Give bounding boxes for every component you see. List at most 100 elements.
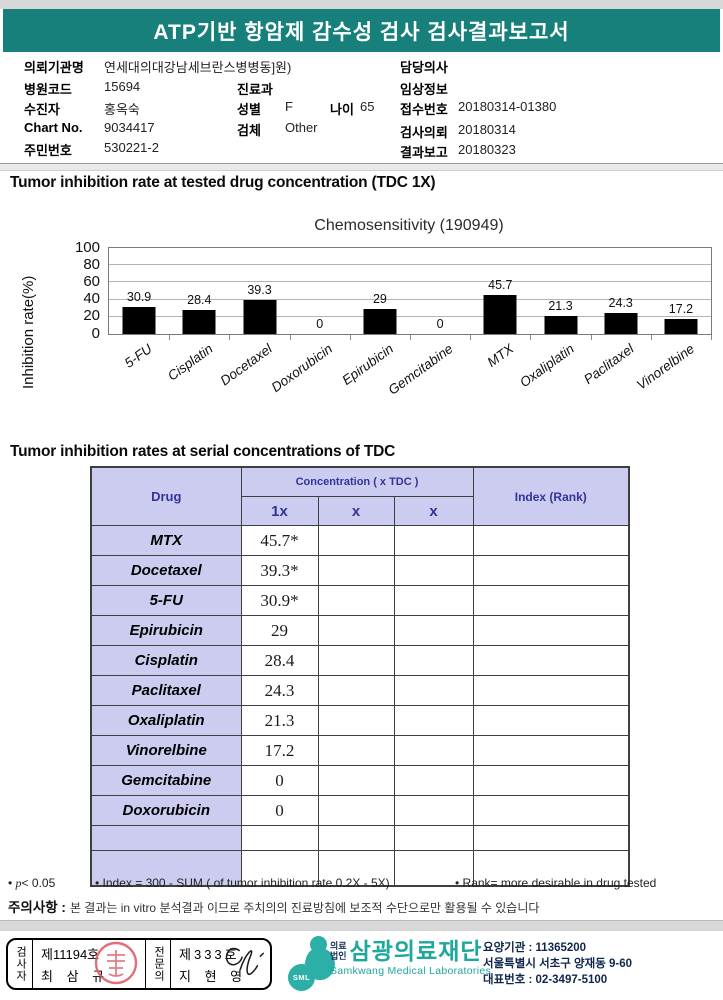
chart-bar [664,319,698,334]
resident-label: 주민번호 [24,143,72,158]
gridline [109,264,711,266]
index-cell [472,645,630,676]
value-x-cell [393,615,474,646]
bar-slot: 17.2 [651,248,713,340]
x-label: Paclitaxel [580,341,637,388]
bar-slot: 21.3 [530,248,592,340]
caution-text: 본 결과는 in vitro 분석결과 이므로 주치의의 진료방침에 보조적 수… [69,901,540,915]
y-tick: 60 [83,273,100,290]
bar-value-label: 39.3 [247,283,272,298]
hosp-code-value: 15694 [104,79,141,94]
value-1x-cell [240,850,319,887]
caution-line: 주의사항 :본 결과는 in vitro 분석결과 이므로 주치의의 진료방침에… [8,896,539,916]
corp-type-line1: 의료 [330,941,347,951]
samkwang-logo-icon: SML [288,936,339,994]
y-axis-label: Inhibition rate(%) [20,275,37,389]
value-1x-cell: 29 [240,615,319,646]
x-label-slot: Vinorelbine [633,337,710,433]
top-gray-band [0,0,723,9]
value-1x-cell: 24.3 [240,675,319,706]
org-value: 연세대의대강남세브란스병병동]원) [104,60,292,75]
col-x2: x [317,496,395,526]
table-row [90,850,630,887]
section-divider [0,163,723,171]
chart-bar [544,315,578,334]
inst-care-org-no: 요양기관 : 11365200 [483,942,587,954]
age-value: 65 [360,99,375,114]
specimen-label: 검체 [237,123,261,138]
value-1x-cell: 0 [240,765,319,796]
bar-value-label: 30.9 [126,290,152,305]
index-cell [472,675,630,706]
value-x-cell [393,585,474,616]
value-1x-cell: 17.2 [240,735,319,766]
examiner-credentials: 제11194호 최 삼 규 [33,940,146,988]
specialist-role: 전문의 [146,940,171,988]
plot-area: 30.9 28.4 39.3 0 29 [108,247,713,340]
chemosensitivity-chart: Chemosensitivity (190949) Inhibition rat… [0,207,723,437]
x-label: 5-FU [121,341,155,371]
index-cell [472,850,630,887]
bar-value-label: 28.4 [187,292,212,307]
chart-no-label: Chart No. [24,120,83,135]
value-x-cell [393,850,474,887]
bar-slot: 30.9 [109,248,171,340]
section1-title: Tumor inhibition rate at tested drug con… [10,174,436,191]
section2-title: Tumor inhibition rates at serial concent… [10,443,396,460]
drug-cell [90,850,242,887]
signature-icon [225,947,264,975]
value-x-cell [393,555,474,586]
drug-cell: Oxaliplatin [90,705,242,736]
bar-slot: 0 [410,248,472,340]
value-x-cell [317,825,395,851]
resident-value: 530221-2 [104,140,159,155]
x-label-slot: Oxaliplatin [517,337,589,433]
bar-slot: 29 [350,248,412,340]
specialist-license-no: 제333호 [179,947,240,962]
value-x-cell [317,615,395,646]
y-tick: 0 [91,325,100,342]
dept-label: 진료과 [237,82,273,97]
y-tick: 40 [83,290,100,307]
x-axis-labels: 5-FU Cisplatin Docetaxel Doxorubicin Epi… [108,337,710,433]
corp-type-label: 의료 법인 [330,941,347,961]
bar-slot: 0 [290,248,352,340]
value-x-cell [317,795,395,826]
x-label-slot: Gemcitabine [386,337,469,433]
corp-name-english: Samkwang Medical Laboratories [330,965,492,977]
value-x-cell [393,765,474,796]
col-drug: Drug [90,466,242,526]
inst-address: 서울특별시 서초구 양재동 9-60 [483,958,632,970]
chart-bar [182,309,216,334]
index-cell [472,585,630,616]
logo-sml-circle: SML [288,964,315,991]
bar-slot: 45.7 [470,248,532,340]
index-cell [472,765,630,796]
value-1x-cell: 30.9* [240,585,319,616]
value-x-cell [317,850,395,887]
clinical-label: 임상정보 [400,82,448,97]
bar-value-label: 24.3 [608,296,633,311]
value-1x-cell: 28.4 [240,645,319,676]
drug-cell [90,825,242,851]
institution-info: 요양기관 : 11365200 서울특별시 서초구 양재동 9-60 대표번호 … [483,940,632,988]
chart-no-value: 9034417 [104,120,155,135]
sex-label: 성별 [237,102,261,117]
table-row: MTX 45.7* [90,525,630,556]
x-label-slot: MTX [469,337,529,433]
value-1x-cell: 0 [240,795,319,826]
col-index-rank: Index (Rank) [472,466,630,526]
note-p-value: • p< 0.05 [8,876,56,890]
footer: 검사자 제11194호 최 삼 규 전문의 제333호 지 현 영 [0,931,723,1000]
org-label: 의뢰기관명 [24,60,84,75]
report-title: ATP기반 항암제 감수성 검사 검사결과보고서 [153,20,570,44]
corp-type-line2: 법인 [330,951,347,961]
drug-cell: Docetaxel [90,555,242,586]
report-date-value: 20180323 [458,142,516,157]
index-cell [472,705,630,736]
value-x-cell [317,555,395,586]
bar-value-label: 17.2 [668,302,694,317]
value-x-cell [393,825,474,851]
patient-value: 홍옥숙 [104,102,140,117]
specimen-value: Other [285,120,318,135]
